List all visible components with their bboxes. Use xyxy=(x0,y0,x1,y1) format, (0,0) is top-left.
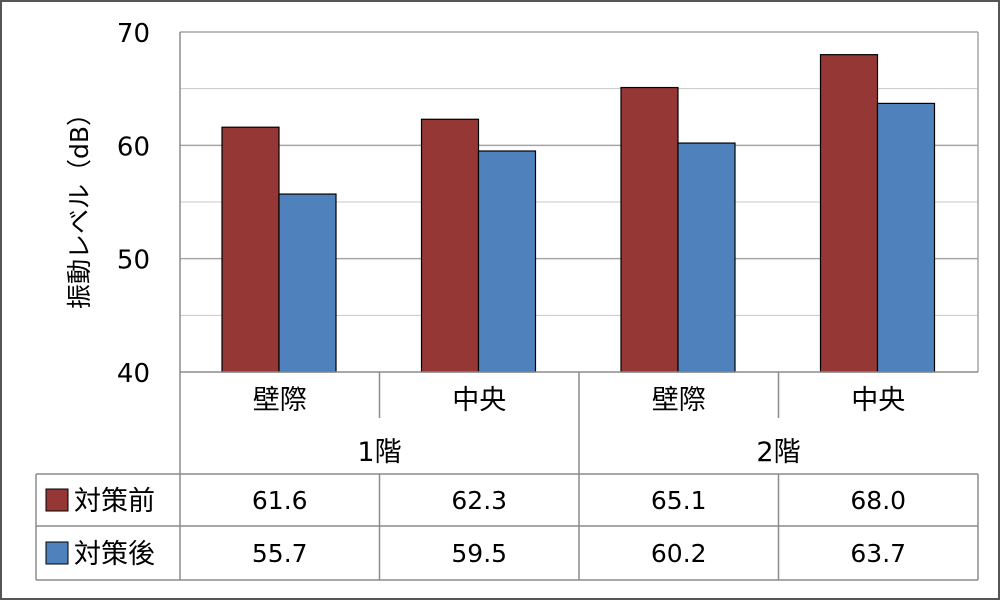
bar xyxy=(677,142,736,373)
category-label: 壁際 xyxy=(253,385,307,416)
data-label: 68.0 xyxy=(850,486,906,515)
bar xyxy=(876,102,936,373)
bar xyxy=(620,86,679,373)
data-label: 61.6 xyxy=(252,486,308,515)
data-label: 63.7 xyxy=(850,539,906,568)
data-label: 65.1 xyxy=(651,486,707,515)
bar xyxy=(819,54,879,373)
y-tick-label: 40 xyxy=(117,359,150,389)
legend-label: 対策前 xyxy=(74,486,155,517)
legend-label: 対策後 xyxy=(74,539,155,570)
y-tick-label: 60 xyxy=(117,132,150,162)
legend-swatch xyxy=(45,488,69,512)
category-label: 壁際 xyxy=(652,385,706,416)
data-label: 59.5 xyxy=(451,539,507,568)
bar xyxy=(477,150,537,373)
category-label: 中央 xyxy=(452,385,506,416)
y-tick-label: 50 xyxy=(117,246,150,276)
data-label: 55.7 xyxy=(252,539,308,568)
data-label: 60.2 xyxy=(651,539,707,568)
y-tick-label: 70 xyxy=(117,19,150,49)
bar xyxy=(420,118,480,373)
legend-swatch xyxy=(45,541,69,565)
bar xyxy=(221,126,280,373)
group-label: 1階 xyxy=(357,437,401,468)
y-axis-label: 振動レベル（dB） xyxy=(65,101,94,309)
bar xyxy=(278,193,337,373)
data-label: 62.3 xyxy=(451,486,507,515)
category-label: 中央 xyxy=(851,385,905,416)
group-label: 2階 xyxy=(756,437,800,468)
